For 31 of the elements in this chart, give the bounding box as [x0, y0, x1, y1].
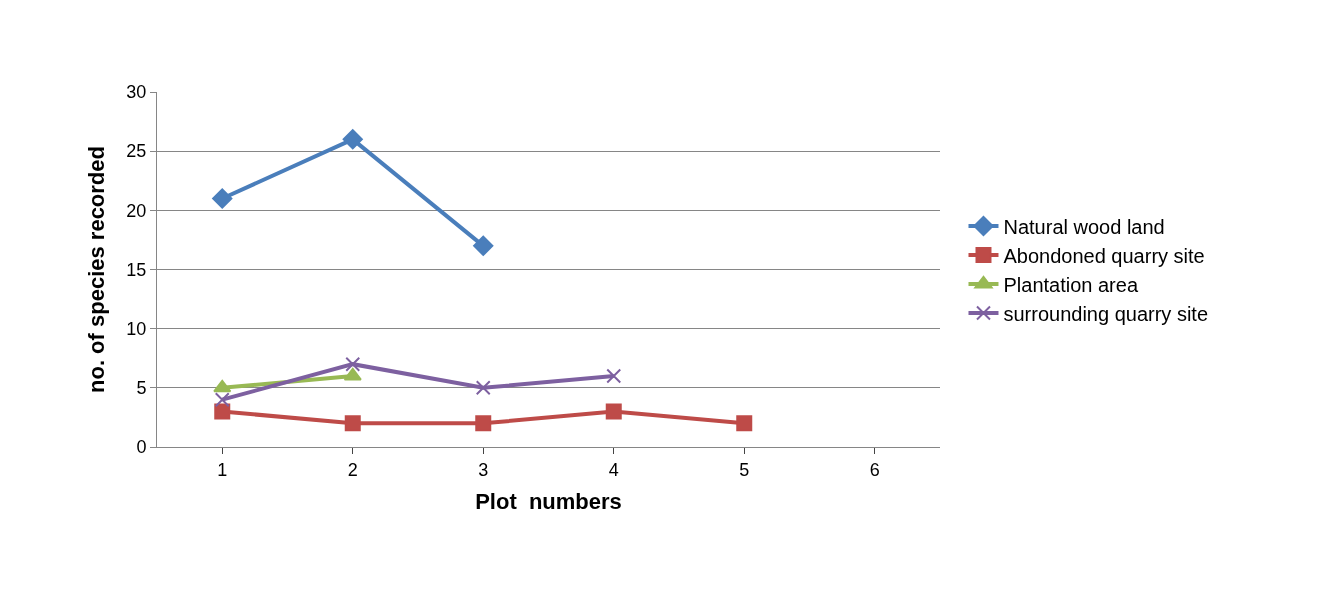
point [212, 188, 233, 209]
x-tick-label: 6 [869, 459, 880, 480]
y-tick-label: 20 [126, 200, 147, 221]
x-tick-label: 4 [608, 459, 619, 480]
x-tick-label: 3 [478, 459, 489, 480]
y-tick-label: 15 [126, 259, 147, 280]
point [605, 403, 622, 420]
point [606, 368, 622, 384]
point [344, 415, 361, 432]
legend-label: surrounding quarry site [1003, 302, 1209, 325]
legend-label: Plantation area [1003, 273, 1139, 296]
x-axis-title: Plot numbers [475, 489, 622, 515]
point [342, 129, 363, 150]
x-tick-label: 5 [739, 459, 750, 480]
point [214, 403, 231, 420]
y-tick-label: 5 [136, 378, 147, 399]
y-tick-label: 0 [136, 437, 147, 458]
point [473, 235, 494, 256]
point [475, 415, 492, 432]
y-tick-label: 25 [126, 141, 147, 162]
point [345, 356, 361, 372]
y-axis-title: no. of species recorded [84, 146, 110, 393]
point [736, 415, 753, 432]
y-tick-label: 30 [126, 82, 147, 103]
point [214, 392, 230, 408]
legend-label: Natural wood land [1003, 215, 1165, 238]
point [475, 380, 491, 396]
x-tick-label: 1 [217, 459, 228, 480]
legend-label: Abondoned quarry site [1003, 244, 1205, 267]
y-tick-label: 10 [126, 318, 147, 339]
x-tick-label: 2 [347, 459, 358, 480]
